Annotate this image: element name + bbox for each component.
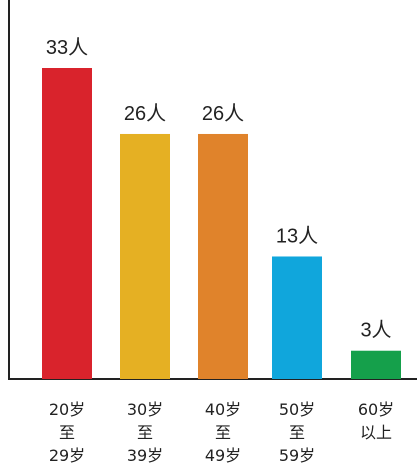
value-label-3: 13人: [276, 224, 318, 247]
category-label-3-line-1: 至: [289, 423, 305, 442]
bar-0: [42, 68, 92, 379]
value-label-2: 26人: [202, 102, 244, 125]
category-label-2-line-1: 至: [215, 423, 231, 442]
category-label-2-line-2: 49岁: [205, 446, 241, 465]
category-label-4-line-0: 60岁: [358, 400, 394, 419]
category-label-3-line-0: 50岁: [279, 400, 315, 419]
bar-3: [272, 256, 322, 379]
category-label-0-line-2: 29岁: [49, 446, 85, 465]
bar-1: [120, 133, 170, 379]
category-label-0-line-0: 20岁: [49, 400, 85, 419]
category-label-4-line-1: 以上: [360, 423, 392, 442]
value-label-0: 33人: [46, 36, 88, 59]
category-label-1-line-1: 至: [137, 423, 153, 442]
value-label-1: 26人: [124, 102, 166, 125]
category-label-1-line-0: 30岁: [127, 400, 163, 419]
value-labels-group: 33人 26人 26人 13人 3人: [46, 36, 392, 342]
category-label-3-line-2: 59岁: [279, 446, 315, 465]
value-label-4: 3人: [360, 319, 391, 342]
category-label-2-line-0: 40岁: [205, 400, 241, 419]
category-label-0-line-1: 至: [59, 423, 75, 442]
bar-2: [198, 133, 248, 379]
bars-group: [42, 68, 401, 379]
bar-4: [351, 350, 401, 379]
category-label-1-line-2: 39岁: [127, 446, 163, 465]
